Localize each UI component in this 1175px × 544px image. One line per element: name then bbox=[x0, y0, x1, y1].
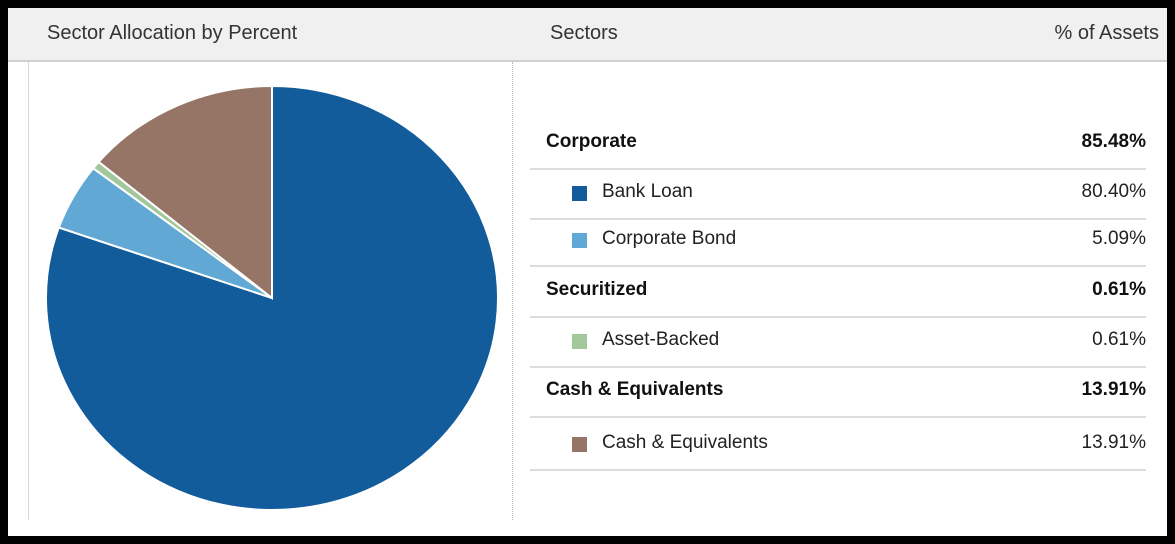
legend-swatch bbox=[572, 437, 587, 452]
sector-percent: 5.09% bbox=[1092, 228, 1146, 249]
sector-percent: 13.91% bbox=[1081, 432, 1146, 453]
sector-percent: 85.48% bbox=[1081, 131, 1146, 152]
sector-item-row-cash-equivalents: Cash & Equivalents 13.91% bbox=[530, 419, 1146, 471]
sector-name: Cash & Equivalents bbox=[546, 379, 724, 400]
assets-column-header: % of Assets bbox=[1054, 22, 1160, 44]
sector-percent: 13.91% bbox=[1081, 379, 1146, 400]
sector-item-row-corporate-bond: Corporate Bond 5.09% bbox=[530, 215, 1146, 267]
sector-name: Asset-Backed bbox=[602, 329, 720, 350]
table-header: Sector Allocation by Percent Sectors % o… bbox=[8, 8, 1167, 62]
sector-group-row-securitized: Securitized 0.61% bbox=[530, 266, 1146, 318]
sector-group-row-cash-equivalents: Cash & Equivalents 13.91% bbox=[530, 366, 1146, 418]
legend-swatch bbox=[572, 186, 587, 201]
column-divider bbox=[512, 62, 513, 520]
legend-swatch bbox=[572, 233, 587, 248]
sector-pie-chart bbox=[45, 86, 499, 511]
pie-slice-bank-loan bbox=[45, 86, 499, 511]
legend-swatch bbox=[572, 334, 587, 349]
sector-percent: 0.61% bbox=[1092, 329, 1146, 350]
sector-name: Corporate Bond bbox=[602, 228, 737, 249]
sector-item-row-bank-loan: Bank Loan 80.40% bbox=[530, 168, 1146, 220]
sector-name: Securitized bbox=[546, 279, 648, 300]
sector-group-row-corporate: Corporate 85.48% bbox=[530, 118, 1146, 170]
sectors-column-header: Sectors bbox=[550, 22, 618, 44]
sector-item-row-asset-backed: Asset-Backed 0.61% bbox=[530, 316, 1146, 368]
sector-name: Corporate bbox=[546, 131, 637, 152]
sector-name: Bank Loan bbox=[602, 181, 693, 202]
sector-name: Cash & Equivalents bbox=[602, 432, 768, 453]
sector-percent: 80.40% bbox=[1081, 181, 1146, 202]
pie-slice-cash-equivalents bbox=[97, 86, 273, 301]
sector-percent: 0.61% bbox=[1092, 279, 1146, 300]
sector-allocation-panel: Sector Allocation by Percent Sectors % o… bbox=[8, 8, 1167, 536]
left-border bbox=[28, 62, 29, 520]
chart-title: Sector Allocation by Percent bbox=[47, 22, 298, 44]
